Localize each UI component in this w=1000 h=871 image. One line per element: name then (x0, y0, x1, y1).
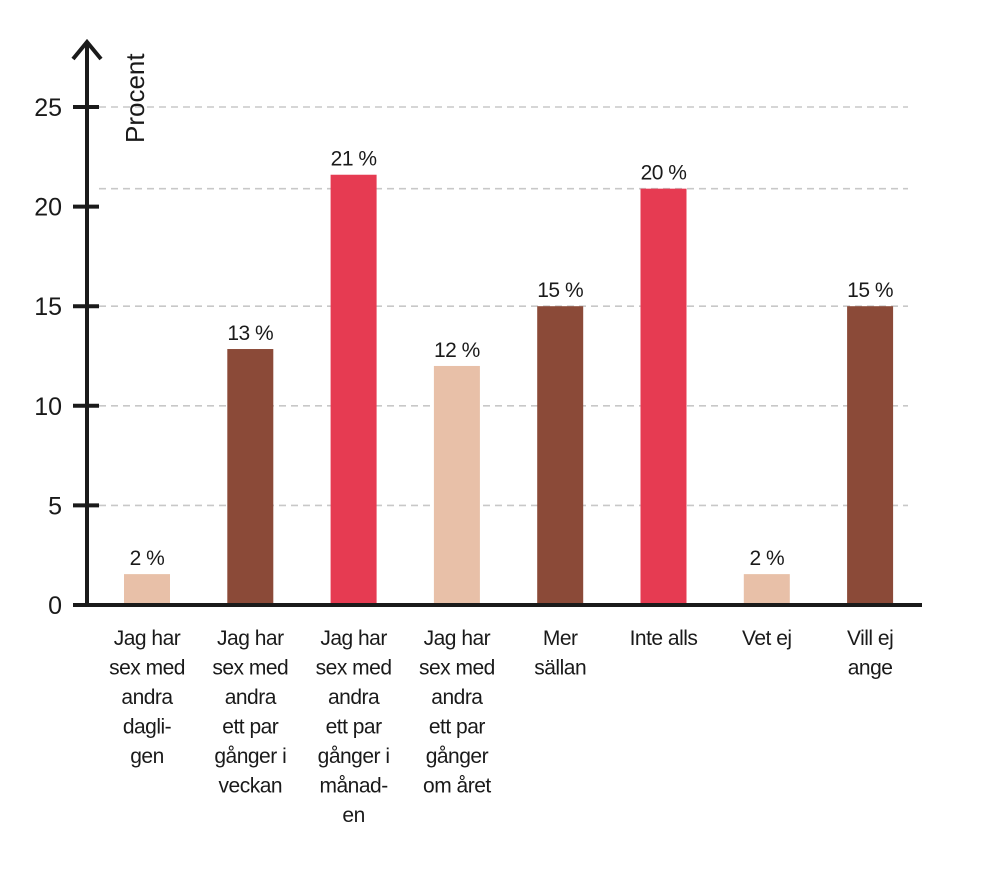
value-label: 15 % (537, 279, 583, 302)
category-label: Inte alls (630, 627, 698, 650)
category-label-line: ett par (429, 716, 486, 739)
category-label: Vill ej ange (847, 627, 893, 680)
category-label-line: gånger i (214, 745, 286, 768)
bar (640, 188, 687, 605)
category-label: Jag har sex med andra dagli-gen (109, 627, 185, 768)
bar (124, 574, 170, 605)
category-label-line: ange (848, 657, 893, 680)
y-tick-label: 15 (34, 293, 62, 321)
category-label-line: andra (225, 686, 277, 709)
y-tick-label: 25 (34, 94, 62, 122)
category-label: Vet ej (742, 627, 792, 650)
category-label-line: Jag har (114, 627, 181, 650)
category-label-line: månad- (319, 775, 388, 798)
y-axis-label: Procent (120, 53, 150, 143)
category-label-line: gen (130, 745, 164, 768)
value-label: 2 % (130, 547, 165, 570)
bar (227, 349, 274, 605)
category-labels: Jag har sex med andra dagli-gen Jag har sex m… (109, 627, 894, 827)
category-label-line: Vet ej (742, 627, 792, 650)
bars (124, 174, 894, 605)
category-label-line: Mer (543, 627, 578, 650)
category-label-line: Jag har (217, 627, 284, 650)
category-label: Jag har sex med andra ett par gånger om året (419, 627, 495, 798)
y-tick-label: 5 (48, 492, 62, 520)
category-label-line: andra (121, 686, 173, 709)
category-label-line: Jag har (320, 627, 387, 650)
category-label-line: veckan (219, 775, 283, 798)
category-label-line: Inte alls (630, 627, 698, 650)
y-tick-label: 0 (48, 592, 62, 620)
category-label-line: sex med (212, 657, 288, 680)
bar (433, 365, 480, 605)
category-label-line: andra (431, 686, 483, 709)
value-label: 12 % (434, 339, 480, 362)
bar (330, 174, 377, 605)
y-tick-label: 10 (34, 393, 62, 421)
value-label: 13 % (227, 322, 273, 345)
category-label-line: gånger i (318, 745, 390, 768)
y-tick-label: 20 (34, 194, 62, 222)
category-label-line: om året (423, 775, 491, 798)
category-label-line: gånger (426, 745, 489, 768)
y-ticks: 0 5 10 15 20 25 (34, 94, 99, 620)
value-label: 20 % (641, 162, 687, 185)
y-axis-arrow-icon (71, 38, 103, 61)
bar (847, 306, 894, 605)
category-label-line: sex med (109, 657, 185, 680)
category-label-line: sex med (316, 657, 392, 680)
value-label: 2 % (749, 547, 784, 570)
value-label: 15 % (847, 279, 893, 302)
value-labels: 2 % 13 % 21 % 12 % 15 % 20 % 2 % 15 % (130, 148, 894, 570)
category-label-line: andra (328, 686, 380, 709)
category-label: Jag har sex med andra ett par gånger i månad-… (316, 627, 392, 827)
category-label-line: ett par (326, 716, 383, 739)
category-label-line: sex med (419, 657, 495, 680)
category-label-line: Vill ej (847, 627, 893, 650)
category-label: Jag har sex med andra ett par gånger i veckan (212, 627, 288, 798)
category-label-line: dagli- (123, 716, 172, 739)
category-label-line: sällan (534, 657, 586, 680)
bar (743, 574, 790, 605)
category-label-line: Jag har (424, 627, 491, 650)
category-label-line: ett par (222, 716, 279, 739)
gridlines (99, 106, 908, 507)
category-label: Mer sällan (534, 627, 586, 680)
category-label-line: en (342, 804, 364, 827)
axes (71, 38, 922, 607)
bar (537, 306, 584, 605)
value-label: 21 % (331, 148, 377, 171)
